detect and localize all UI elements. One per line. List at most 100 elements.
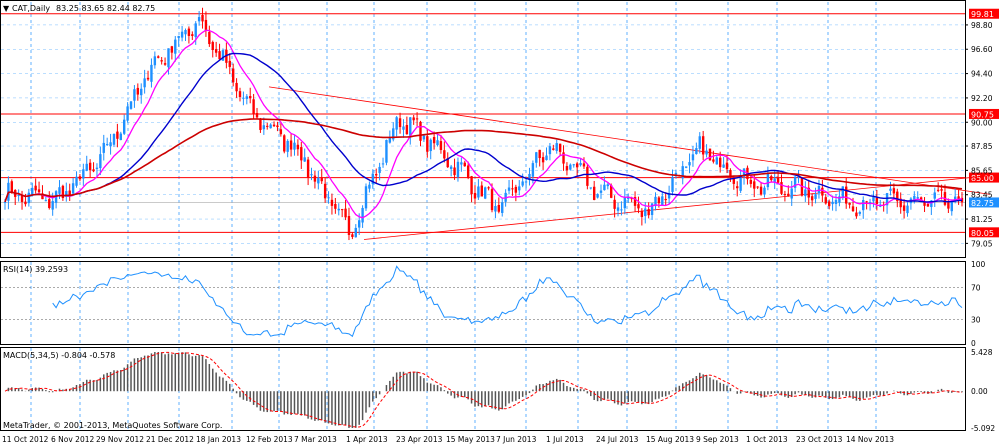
candle-body [174, 39, 177, 54]
candle-body [293, 142, 296, 150]
macd-tick-label: 5.428 [971, 348, 993, 357]
candle-body [436, 140, 439, 146]
candle-body [153, 56, 157, 66]
candle-body [197, 17, 201, 22]
price-tick-label: 94.40 [971, 70, 993, 79]
candle-body [858, 212, 862, 214]
candle-body [633, 197, 637, 206]
candle-body [718, 157, 722, 168]
candle-body [266, 125, 269, 127]
candle-body [759, 186, 763, 195]
candle-body [773, 178, 776, 183]
candle-body [140, 88, 143, 96]
candle-body [579, 162, 582, 166]
trendline [268, 86, 991, 195]
candle-body [575, 163, 579, 168]
candle-body [484, 187, 487, 199]
candle-body [766, 174, 770, 188]
rsi-panel[interactable] [0, 261, 966, 345]
candle-body [443, 150, 446, 159]
candle-body [364, 186, 368, 209]
candle-body [286, 140, 289, 152]
candle-body [160, 60, 163, 62]
candle-body [238, 91, 242, 98]
candle-body [398, 118, 402, 128]
candle-body [831, 201, 834, 205]
rsi-tick-label: 30 [971, 315, 981, 324]
candle-body [824, 197, 827, 204]
main-panel[interactable] [0, 0, 966, 258]
candle-body [606, 184, 610, 187]
candle-body [214, 49, 218, 53]
candle-body [933, 192, 936, 199]
candle-body [426, 136, 429, 152]
candle-body [667, 193, 671, 199]
candle-body [562, 152, 565, 164]
candle-body [41, 193, 44, 200]
candle-body [715, 157, 718, 165]
candle-body [671, 176, 674, 192]
candle-body [936, 189, 940, 191]
candle-body [136, 87, 140, 95]
candle-body [845, 186, 848, 204]
candle-body [524, 181, 528, 183]
candle-body [303, 157, 306, 162]
candle-body [739, 177, 742, 191]
candle-body [245, 96, 249, 99]
candle-body [221, 50, 225, 61]
candle-body [855, 212, 858, 217]
candle-body [37, 189, 41, 193]
candle-body [511, 188, 514, 190]
candle-body [27, 192, 31, 204]
candle-body [228, 60, 231, 67]
candle-body [528, 173, 531, 181]
macd-tick-label: -5.092 [971, 424, 995, 433]
candle-body [953, 196, 957, 201]
candle-body [330, 199, 334, 206]
horizontal-levels[interactable]: 99.81 90.75 85.00 80.05 82.75 [1, 8, 999, 238]
candle-body [637, 204, 640, 209]
candle-body [490, 189, 494, 211]
candle-body [644, 208, 647, 217]
ma-slow-line [4, 118, 963, 203]
candle-body [85, 163, 88, 171]
candle-body [940, 189, 943, 191]
candle-body [960, 197, 964, 203]
candle-body [558, 143, 562, 152]
candle-body [143, 78, 146, 88]
candle-body [541, 157, 545, 163]
candle-body [950, 201, 953, 212]
candle-body [695, 148, 698, 155]
candle-body [402, 126, 405, 130]
trendlines[interactable] [268, 86, 991, 240]
candle-body [548, 146, 552, 155]
candle-body [368, 184, 371, 189]
candles [3, 7, 964, 241]
candle-body [17, 195, 20, 197]
candle-body [596, 194, 599, 198]
candle-body [357, 220, 361, 228]
macd-label: MACD(5,34,5) -0.804 -0.578 [3, 351, 115, 360]
candle-body [906, 205, 909, 214]
time-label: 24 Jul 2013 [596, 435, 639, 444]
candle-body [712, 159, 715, 162]
candle-body [194, 23, 197, 38]
candle-body [885, 193, 889, 206]
time-label: 18 Jan 2013 [196, 435, 241, 444]
candle-body [371, 173, 375, 184]
candle-body [477, 186, 480, 198]
candle-body [902, 205, 906, 211]
candle-body [201, 14, 204, 22]
candle-body [133, 89, 136, 101]
candle-body [749, 179, 753, 184]
price-tick-label: 81.25 [971, 215, 993, 224]
candle-body [623, 197, 627, 209]
candle-body [126, 106, 129, 121]
candle-body [742, 168, 746, 177]
chart-menu-icon[interactable]: ▼ [3, 4, 10, 13]
candle-body [395, 117, 398, 130]
candle-body [589, 187, 592, 189]
time-label: 9 Sep 2013 [696, 435, 739, 444]
time-label: 14 Nov 2013 [846, 435, 894, 444]
